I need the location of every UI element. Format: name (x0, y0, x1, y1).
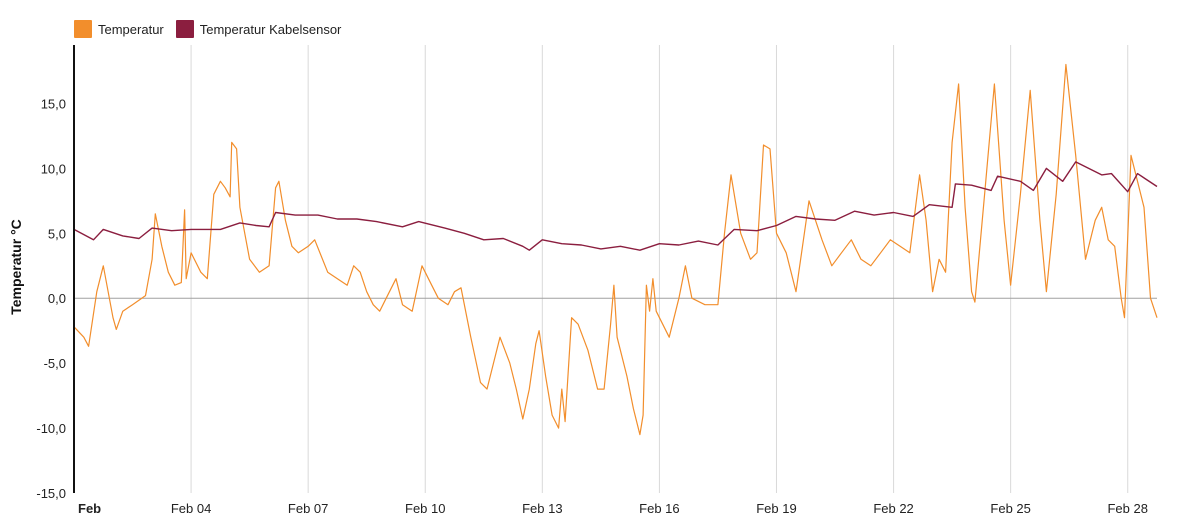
chart-legend: Temperatur Temperatur Kabelsensor (74, 20, 341, 38)
x-tick-label: Feb (78, 501, 101, 516)
legend-swatch-temperatur (74, 20, 92, 38)
x-tick-label: Feb 16 (639, 501, 679, 516)
x-tick-label: Feb 10 (405, 501, 445, 516)
x-tick-label: Feb 25 (990, 501, 1030, 516)
y-tick-label: -10,0 (36, 421, 66, 436)
y-tick-label: 10,0 (41, 161, 66, 176)
legend-item-kabelsensor[interactable]: Temperatur Kabelsensor (175, 20, 342, 38)
x-tick-label: Feb 22 (873, 501, 913, 516)
y-tick-label: -5,0 (44, 356, 66, 371)
grid-layer (74, 45, 1157, 493)
axis-layer: Feb Feb 04 Feb 07 Feb 10 Feb 13 Feb 16 Feb 19 F… (36, 45, 1148, 516)
x-tick-label: Feb 07 (288, 501, 328, 516)
legend-swatch-kabelsensor (175, 20, 194, 38)
x-tick-label: Feb 28 (1107, 501, 1147, 516)
series-layer (73, 63, 1158, 436)
y-tick-label: 0,0 (48, 291, 66, 306)
series-line-kabelsensor (73, 161, 1158, 251)
legend-item-temperatur[interactable]: Temperatur (74, 20, 164, 38)
x-tick-label: Feb 19 (756, 501, 796, 516)
legend-label-temperatur: Temperatur (98, 21, 164, 37)
series-line-temperatur (73, 63, 1158, 436)
y-tick-label: 15,0 (41, 96, 66, 111)
y-tick-label: 5,0 (48, 226, 66, 241)
x-tick-label: Feb 13 (522, 501, 562, 516)
y-tick-label: -15,0 (36, 486, 66, 501)
x-tick-label: Feb 04 (171, 501, 211, 516)
y-axis-title: Temperatur °C (8, 219, 24, 315)
legend-label-kabelsensor: Temperatur Kabelsensor (199, 21, 342, 37)
